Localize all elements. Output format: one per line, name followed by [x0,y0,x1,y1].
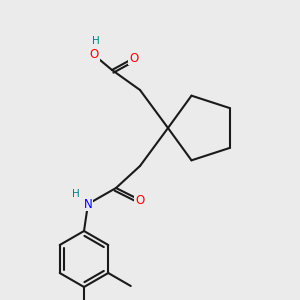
Text: H: H [92,36,100,46]
Text: H: H [72,189,80,199]
Text: O: O [129,52,139,64]
Text: N: N [84,197,92,211]
Text: O: O [135,194,145,206]
Text: O: O [89,49,99,62]
